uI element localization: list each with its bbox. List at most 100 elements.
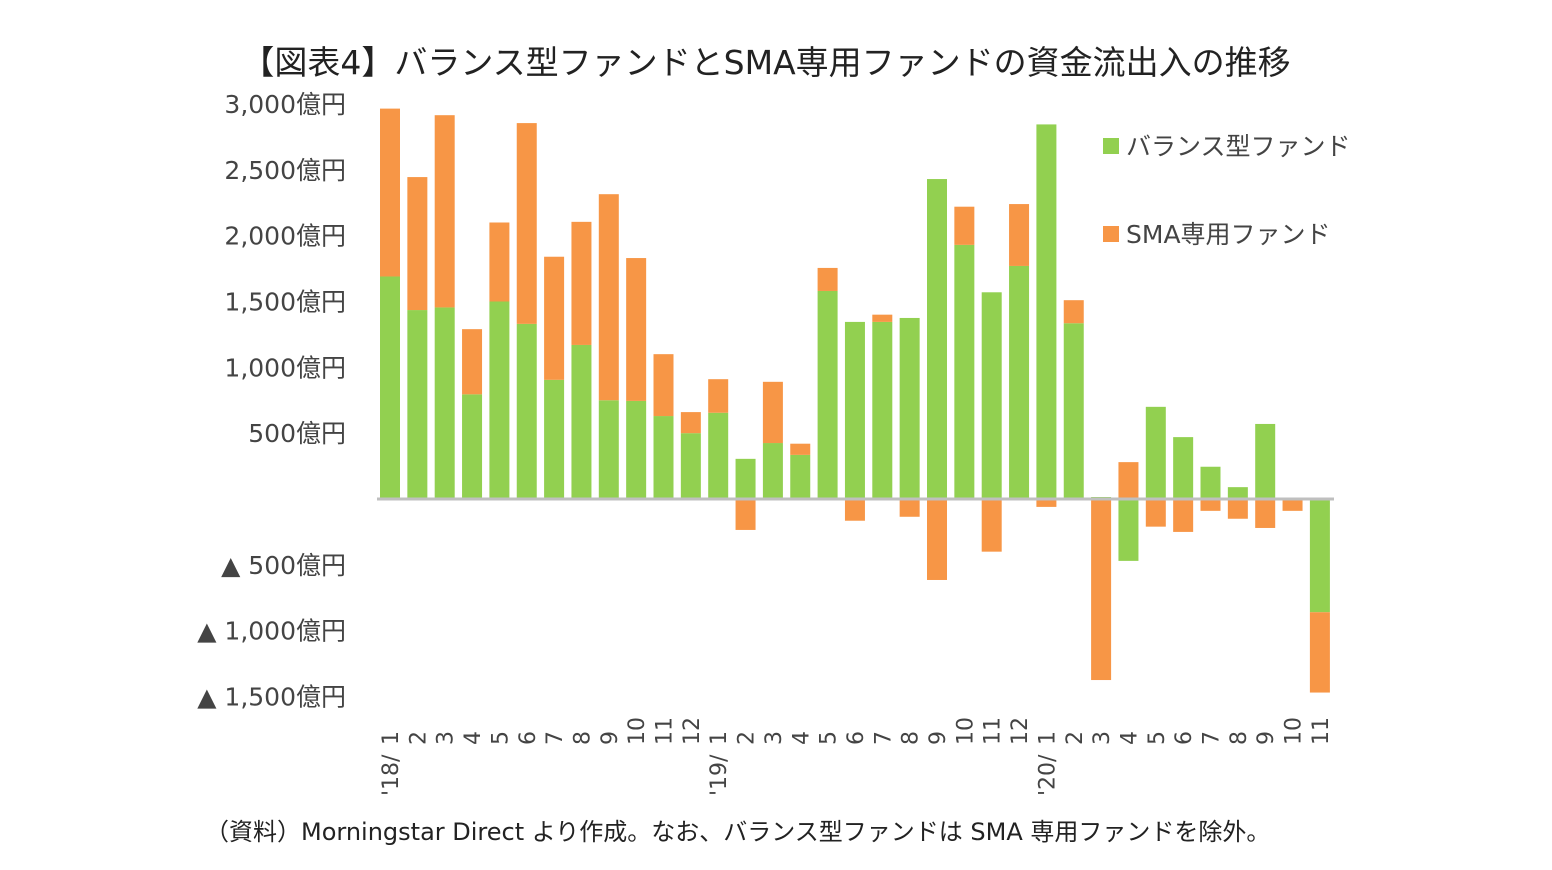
bar-sma	[1173, 499, 1194, 532]
bar-balanced	[735, 458, 756, 499]
x-tick-label: 11	[981, 717, 1006, 745]
bar-sma	[1200, 499, 1221, 511]
bar-balanced	[680, 433, 701, 499]
x-tick-label: 2	[735, 731, 760, 745]
x-tick-label: 4	[461, 731, 486, 745]
x-tick-label: 4	[789, 731, 814, 745]
bar-sma	[1282, 499, 1303, 511]
legend-swatch	[1103, 226, 1119, 242]
y-tick-label: ▲ 1,500億円	[197, 683, 346, 712]
x-year-label: '20/	[1035, 754, 1060, 796]
bar-sma	[407, 177, 428, 311]
x-tick-label: 2	[1063, 731, 1088, 745]
x-tick-label: 9	[598, 731, 623, 745]
bar-sma	[462, 329, 483, 395]
bar-sma	[927, 499, 947, 580]
legend-label: SMA専用ファンド	[1126, 220, 1331, 249]
bar-balanced	[1227, 487, 1248, 499]
bar-balanced	[981, 292, 1002, 499]
bar-sma	[1009, 204, 1030, 266]
bar-balanced	[954, 244, 975, 499]
bar-balanced	[1255, 423, 1276, 499]
bar-balanced	[626, 400, 647, 499]
bar-sma	[735, 499, 756, 530]
x-year-label: '19/	[707, 754, 732, 796]
bar-balanced	[708, 412, 729, 499]
bar-balanced	[489, 301, 510, 499]
bar-sma	[1309, 612, 1330, 693]
bar-sma	[571, 221, 592, 345]
bar-sma	[680, 412, 701, 434]
bar-balanced	[899, 317, 920, 499]
x-tick-label: 9	[926, 731, 951, 745]
bar-balanced	[817, 290, 838, 499]
bar-balanced	[762, 443, 783, 499]
chart-title: 【図表4】バランス型ファンドとSMA専用ファンドの資金流出入の推移	[241, 43, 1291, 82]
y-tick-label: ▲ 1,000億円	[197, 617, 346, 646]
bar-balanced	[790, 454, 811, 499]
y-tick-label: 500億円	[248, 419, 346, 448]
bar-sma	[844, 499, 865, 521]
bar-sma	[1145, 499, 1166, 527]
bar-balanced	[1145, 406, 1166, 499]
x-tick-label: 11	[1309, 717, 1334, 745]
x-tick-label: 5	[1145, 731, 1170, 745]
bar-balanced	[516, 323, 537, 499]
bar-balanced	[1118, 499, 1139, 561]
bar-balanced	[1200, 466, 1221, 499]
x-tick-label: 6	[1172, 731, 1197, 745]
bar-sma	[817, 267, 838, 291]
bar-balanced	[1036, 124, 1057, 500]
bar-sma	[1036, 499, 1057, 507]
x-tick-label: 1	[379, 731, 404, 745]
bar-sma	[380, 108, 400, 277]
x-tick-label: 5	[817, 731, 842, 745]
x-tick-label: 3	[1090, 731, 1115, 745]
bar-balanced	[544, 379, 565, 499]
x-tick-label: 8	[899, 731, 924, 745]
bar-balanced	[407, 310, 428, 499]
x-tick-label: 10	[625, 717, 650, 745]
x-tick-label: 11	[653, 717, 678, 745]
y-tick-label: 3,000億円	[224, 90, 346, 119]
x-tick-label: 7	[543, 731, 568, 745]
bar-sma	[872, 314, 893, 322]
bar-balanced	[571, 344, 592, 499]
bar-sma	[981, 499, 1002, 552]
bar-balanced	[1309, 499, 1330, 613]
bar-balanced	[653, 416, 674, 499]
bar-sma	[954, 206, 975, 245]
y-tick-label: ▲ 500億円	[221, 551, 346, 580]
bar-sma	[489, 222, 510, 302]
bar-sma	[762, 381, 783, 444]
x-tick-label: 8	[570, 731, 595, 745]
bar-sma	[790, 443, 811, 455]
x-tick-label: 12	[1008, 717, 1033, 745]
bar-balanced	[1063, 323, 1084, 499]
bar-sma	[1255, 499, 1276, 528]
bar-sma	[626, 258, 647, 401]
x-tick-label: 6	[844, 731, 869, 745]
bar-balanced	[434, 307, 455, 499]
bar-balanced	[598, 400, 619, 499]
x-tick-label: 7	[1200, 731, 1225, 745]
bar-sma	[653, 354, 674, 417]
bar-sma	[1091, 499, 1112, 681]
bar-sma	[1063, 300, 1084, 324]
x-tick-label: 6	[516, 731, 541, 745]
x-tick-label: 2	[406, 731, 431, 745]
y-tick-label: 1,000億円	[224, 353, 346, 382]
x-tick-label: 3	[434, 731, 459, 745]
x-tick-label: 3	[762, 731, 787, 745]
x-tick-label: 10	[953, 717, 978, 745]
bar-balanced	[927, 179, 947, 500]
x-tick-label: 8	[1227, 731, 1252, 745]
bar-sma	[708, 379, 729, 413]
x-tick-label: 7	[871, 731, 896, 745]
bar-sma	[899, 499, 920, 517]
bar-balanced	[1009, 265, 1030, 499]
bar-sma	[434, 115, 455, 308]
bar-balanced	[1173, 437, 1194, 499]
